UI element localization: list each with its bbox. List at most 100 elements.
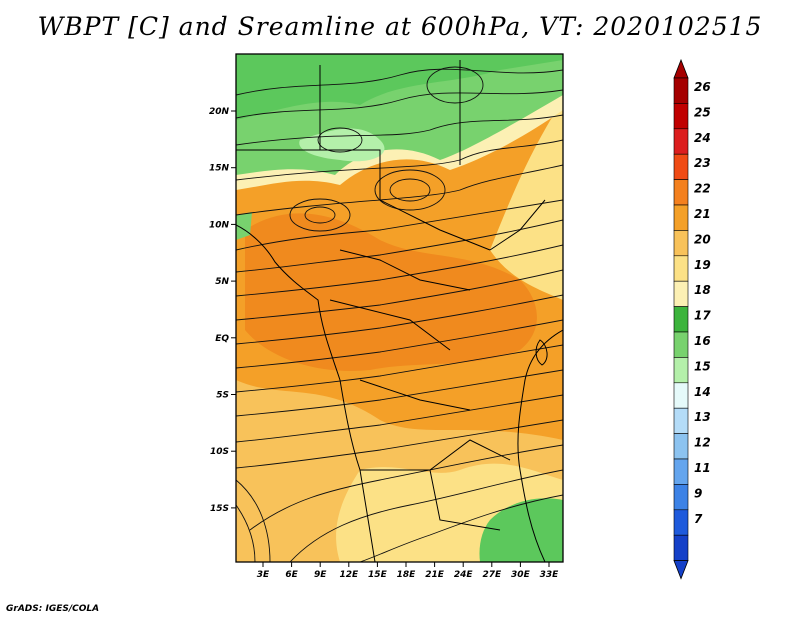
colorbar-label: 17 bbox=[694, 309, 711, 323]
lon-tick-label: 12E bbox=[339, 570, 359, 580]
colorbar-label: 9 bbox=[694, 486, 702, 500]
colorbar-label: 26 bbox=[694, 80, 711, 94]
lon-tick-label: 21E bbox=[425, 570, 445, 580]
map-frame bbox=[235, 53, 564, 563]
colorbar-swatch bbox=[673, 153, 689, 180]
colorbar-swatch bbox=[673, 77, 689, 104]
colorbar-swatch bbox=[673, 357, 689, 384]
streamline bbox=[236, 68, 563, 96]
wbpt-filled-field bbox=[236, 54, 563, 562]
lat-tick-label: 5N bbox=[215, 277, 229, 287]
field-central-deep-orange bbox=[245, 213, 537, 371]
lon-tick-label: 9E bbox=[314, 570, 327, 580]
streamline bbox=[236, 114, 563, 146]
lon-tick-label: 30E bbox=[511, 570, 531, 580]
colorbar-label: 7 bbox=[694, 512, 703, 526]
border bbox=[359, 379, 471, 411]
streamline-gyre bbox=[374, 169, 446, 211]
streamline-gyre bbox=[389, 178, 431, 202]
colorbar: 26 25 24 23 22 21 20 19 18 17 16 15 14 13 12 11 9 7 bbox=[673, 58, 711, 580]
streamline bbox=[236, 504, 256, 562]
field-southeast-green bbox=[479, 498, 563, 562]
streamline bbox=[236, 164, 563, 216]
latitude-ticks: 20N 15N 10N 5N EQ 5S 10S 15S bbox=[209, 107, 236, 514]
streamline bbox=[236, 269, 563, 321]
border bbox=[360, 469, 501, 531]
colorbar-label: 13 bbox=[694, 410, 711, 424]
streamline bbox=[236, 344, 563, 393]
streamline bbox=[236, 89, 563, 119]
field-east-pale bbox=[490, 100, 563, 300]
colorbar-swatch bbox=[673, 306, 689, 333]
lon-tick-label: 3E bbox=[257, 570, 270, 580]
lat-tick-label: 10N bbox=[209, 220, 230, 230]
streamline bbox=[236, 294, 563, 345]
colorbar-swatch bbox=[673, 433, 689, 460]
lake bbox=[535, 339, 548, 366]
colorbar-swatch bbox=[673, 458, 689, 485]
colorbar-swatch bbox=[673, 179, 689, 206]
colorbar-label: 16 bbox=[694, 334, 711, 348]
country-borders bbox=[236, 60, 563, 562]
streamline bbox=[236, 419, 563, 469]
streamline bbox=[236, 139, 563, 181]
border bbox=[379, 199, 491, 251]
border bbox=[339, 249, 471, 291]
lon-tick-label: 27E bbox=[482, 570, 502, 580]
streamline bbox=[249, 444, 563, 531]
map-title: WBPT [C] and Sreamline at 600hPa, VT: 20… bbox=[37, 12, 763, 41]
streamline bbox=[236, 319, 563, 369]
lat-tick-label: 10S bbox=[210, 447, 229, 457]
streamline bbox=[236, 369, 563, 417]
colorbar-swatch bbox=[673, 255, 689, 282]
colorbar-label: 24 bbox=[694, 131, 711, 145]
lat-tick-label: 5S bbox=[216, 391, 229, 401]
border bbox=[489, 199, 546, 251]
streamline-gyre bbox=[289, 198, 351, 232]
grads-credit: GrADS: IGES/COLA bbox=[6, 604, 100, 614]
colorbar-label: 22 bbox=[694, 182, 711, 196]
colorbar-swatch bbox=[673, 331, 689, 358]
field-west-green-speck bbox=[236, 212, 252, 240]
streamline-gyre bbox=[317, 127, 363, 153]
colorbar-swatch bbox=[673, 534, 689, 561]
border bbox=[329, 299, 451, 351]
lat-tick-label: 15N bbox=[209, 164, 230, 174]
streamline bbox=[236, 394, 563, 443]
streamline bbox=[236, 219, 563, 273]
colorbar-label: 25 bbox=[694, 105, 711, 119]
colorbar-swatch bbox=[673, 204, 689, 231]
colorbar-label: 19 bbox=[694, 258, 711, 272]
streamline-gyre bbox=[304, 206, 336, 224]
colorbar-top-arrow bbox=[673, 58, 689, 79]
colorbar-swatch bbox=[673, 382, 689, 409]
lon-tick-label: 18E bbox=[397, 570, 417, 580]
streamline bbox=[289, 469, 563, 562]
border bbox=[319, 65, 381, 200]
colorbar-label: 20 bbox=[694, 232, 711, 246]
field-north-dark-green bbox=[236, 54, 563, 120]
colorbar-label: 14 bbox=[694, 385, 711, 399]
streamline bbox=[359, 494, 563, 562]
colorbar-swatch bbox=[673, 484, 689, 511]
coastline bbox=[236, 224, 376, 562]
streamline bbox=[236, 199, 563, 251]
colorbar-label: 18 bbox=[694, 283, 711, 297]
lon-tick-label: 33E bbox=[540, 570, 560, 580]
colorbar-swatch bbox=[673, 230, 689, 257]
colorbar-label: 21 bbox=[694, 207, 711, 221]
colorbar-swatch bbox=[673, 128, 689, 155]
lat-tick-label: EQ bbox=[215, 334, 229, 344]
lon-tick-label: 6E bbox=[285, 570, 298, 580]
lon-tick-label: 15E bbox=[368, 570, 388, 580]
streamline bbox=[236, 479, 271, 562]
streamline bbox=[236, 244, 563, 297]
streamlines bbox=[236, 66, 563, 562]
colorbar-label: 23 bbox=[694, 156, 711, 170]
colorbar-label: 15 bbox=[694, 359, 711, 373]
colorbar-swatch bbox=[673, 103, 689, 130]
coastline bbox=[517, 329, 563, 562]
colorbar-swatch bbox=[673, 407, 689, 434]
lon-tick-label: 24E bbox=[454, 570, 474, 580]
